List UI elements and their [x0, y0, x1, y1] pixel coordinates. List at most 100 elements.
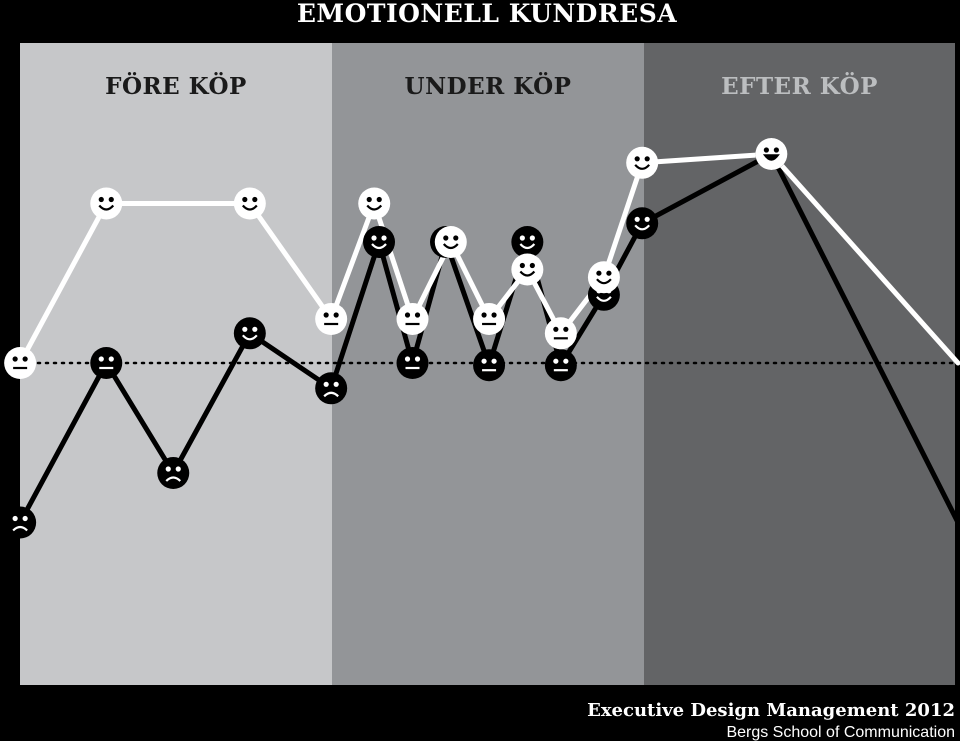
marker-eye	[491, 358, 497, 364]
marker-eye	[529, 235, 535, 241]
marker-eye	[644, 216, 650, 222]
marker-mouth	[12, 525, 28, 532]
series-markers	[4, 138, 788, 539]
sad-face-icon	[4, 506, 37, 539]
series-1-marker-6	[363, 226, 396, 258]
footer-school: Bergs School of Communication	[726, 724, 955, 741]
neutral-face-icon	[315, 303, 348, 335]
neutral-face-icon	[396, 303, 429, 335]
marker-eye	[22, 515, 28, 522]
marker-eye	[333, 381, 339, 387]
happy-face-icon	[434, 226, 467, 258]
phase-labels: FÖRE KÖP UNDER KÖP EFTER KÖP	[105, 72, 878, 100]
series-2-marker-2	[90, 187, 123, 220]
series-line-2	[17, 151, 960, 366]
marker-eye	[491, 312, 497, 318]
series-2-marker-10	[544, 317, 577, 350]
neutral-face-icon	[544, 349, 577, 382]
marker-mouth	[762, 154, 780, 161]
marker-eye	[596, 270, 602, 276]
marker-eye	[366, 196, 372, 203]
happy-face-icon	[626, 146, 659, 179]
phase-label-1: FÖRE KÖP	[105, 72, 247, 100]
marker-eye	[519, 262, 525, 269]
marker-mouth	[634, 164, 651, 170]
series-2-marker-7	[434, 226, 467, 258]
series-2-marker-3	[233, 187, 266, 220]
marker-mouth	[519, 243, 536, 250]
neutral-face-icon	[544, 317, 577, 350]
marker-eye	[481, 358, 487, 364]
marker-eye	[22, 356, 28, 362]
marker-mouth	[366, 204, 383, 211]
marker-eye	[333, 312, 339, 318]
neutral-face-icon	[396, 347, 429, 379]
marker-eye	[481, 312, 487, 318]
happy-face-icon	[511, 226, 544, 258]
series-2-marker-5	[358, 187, 391, 220]
series-2-marker-1	[4, 347, 37, 379]
marker-eye	[634, 216, 640, 222]
marker-mouth	[241, 204, 258, 211]
marker-eye	[242, 326, 248, 332]
marker-mouth	[596, 278, 612, 285]
series-1-marker-9	[473, 349, 506, 382]
happy-face-icon	[90, 187, 123, 220]
series-1-marker-7	[396, 347, 429, 379]
marker-eye	[773, 147, 779, 153]
marker-eye	[242, 196, 248, 203]
marker-mouth	[519, 270, 536, 277]
marker-mouth	[634, 224, 651, 231]
happy-face-icon	[587, 261, 620, 294]
marker-eye	[98, 356, 104, 362]
marker-eye	[553, 358, 559, 364]
grin-face-icon	[755, 138, 788, 170]
happy-face-icon	[358, 187, 391, 220]
happy-face-icon	[626, 207, 659, 240]
marker-eye	[414, 312, 421, 318]
series-1-marker-13	[626, 207, 659, 240]
marker-eye	[404, 356, 411, 362]
phase-label-2: UNDER KÖP	[405, 72, 572, 100]
happy-face-icon	[233, 317, 266, 350]
marker-mouth	[241, 334, 258, 341]
marker-eye	[519, 235, 525, 241]
series-2-marker-13	[755, 138, 788, 170]
marker-eye	[404, 312, 411, 318]
marker-mouth	[596, 296, 612, 302]
happy-face-icon	[233, 187, 266, 220]
marker-eye	[108, 196, 114, 203]
marker-eye	[634, 156, 640, 162]
marker-eye	[98, 196, 104, 203]
marker-eye	[606, 270, 612, 276]
neutral-face-icon	[473, 303, 506, 335]
marker-eye	[529, 262, 535, 269]
series-2-marker-9	[511, 253, 544, 286]
phase-label-3: EFTER KÖP	[721, 72, 878, 100]
series-1-marker-11	[544, 349, 577, 382]
marker-eye	[323, 312, 329, 318]
series-1-marker-5	[315, 372, 348, 405]
marker-eye	[371, 235, 377, 241]
marker-eye	[175, 466, 181, 472]
series-1-marker-1	[4, 506, 37, 539]
series-1-marker-4	[233, 317, 266, 350]
series-1-marker-2	[90, 347, 123, 379]
marker-mouth	[98, 204, 115, 211]
marker-mouth	[323, 391, 339, 398]
marker-eye	[323, 381, 329, 387]
sad-face-icon	[157, 457, 190, 489]
series-2-marker-8	[473, 303, 506, 335]
marker-eye	[376, 196, 382, 203]
chart-title: EMOTIONELL KUNDRESA	[297, 0, 677, 28]
marker-eye	[443, 235, 449, 241]
marker-eye	[381, 235, 387, 241]
neutral-face-icon	[473, 349, 506, 382]
marker-eye	[563, 326, 569, 332]
marker-mouth	[371, 243, 387, 250]
neutral-face-icon	[90, 347, 123, 379]
marker-eye	[414, 356, 421, 362]
marker-eye	[453, 235, 459, 241]
marker-eye	[252, 196, 258, 203]
